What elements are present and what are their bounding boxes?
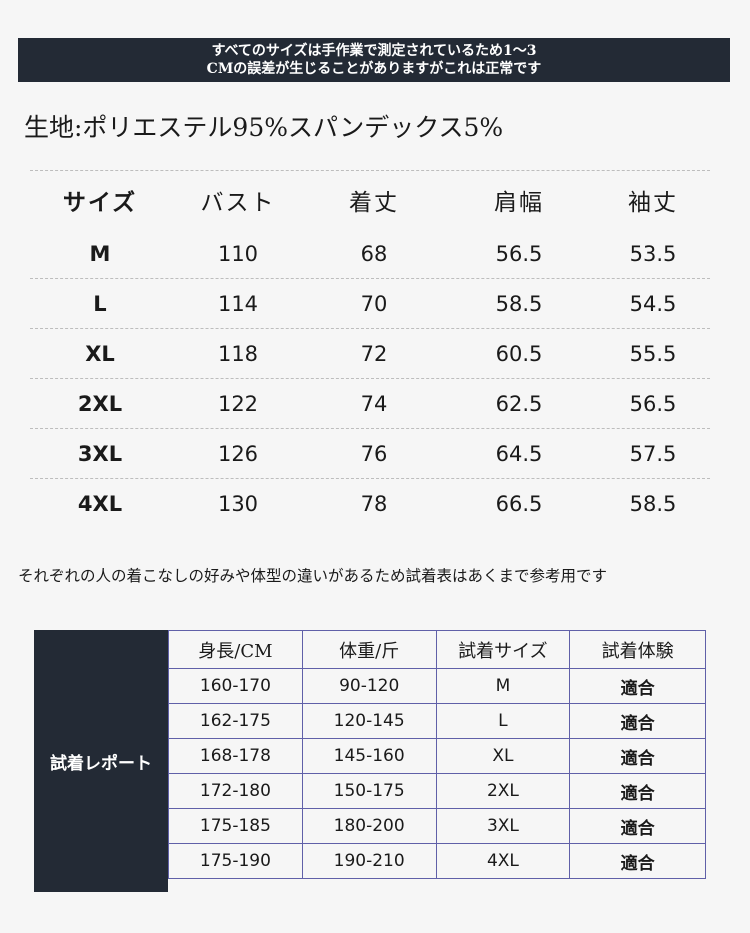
weight-cell: 120-145: [301, 703, 437, 739]
tried-size-cell: XL: [435, 738, 571, 774]
header-height: 身長/CM: [168, 630, 303, 669]
height-cell: 168-178: [168, 738, 303, 774]
size-cell: M: [89, 241, 111, 266]
length-cell: 74: [360, 391, 388, 416]
height-cell: 162-175: [168, 703, 303, 739]
length-cell: 72: [360, 341, 388, 366]
length-cell: 76: [360, 441, 388, 466]
weight-cell: 190-210: [301, 843, 437, 879]
size-chart: サイズ バスト 着丈 肩幅 袖丈 M 110 68 56.5 53.5 L 11…: [30, 170, 710, 528]
tried-size-cell: 3XL: [435, 808, 571, 844]
disclaimer-line-1: すべてのサイズは手作業で測定されているため1〜3: [211, 43, 537, 59]
fitting-report-table: 身長/CM 体重/斤 試着サイズ 試着体験 160-170 90-120 M 適…: [168, 630, 706, 879]
table-row: L 114 70 58.5 54.5: [30, 279, 710, 328]
fitting-report: 試着レポート 身長/CM 体重/斤 試着サイズ 試着体験 160-170 90-…: [34, 630, 706, 892]
header-length: 着丈: [349, 190, 399, 216]
shoulder-cell: 60.5: [495, 341, 543, 366]
height-cell: 172-180: [168, 773, 303, 809]
disclaimer-banner: すべてのサイズは手作業で測定されているため1〜3 CMの誤差が生じることがありま…: [18, 38, 730, 82]
fitting-report-header: 身長/CM 体重/斤 試着サイズ 試着体験: [168, 630, 706, 669]
height-cell: 175-185: [168, 808, 303, 844]
length-cell: 68: [360, 241, 388, 266]
bust-cell: 126: [217, 441, 259, 466]
header-fit-experience: 試着体験: [569, 630, 706, 669]
shoulder-cell: 56.5: [495, 241, 543, 266]
shoulder-cell: 62.5: [495, 391, 543, 416]
table-row: 3XL 126 76 64.5 57.5: [30, 429, 710, 478]
fit-cell: 適合: [569, 808, 706, 844]
material-composition: 生地:ポリエステル95%スパンデックス5%: [24, 113, 504, 142]
size-cell: 3XL: [77, 441, 123, 466]
reference-note: それぞれの人の着こなしの好みや体型の違いがあるため試着表はあくまで参考用です: [18, 567, 608, 585]
bust-cell: 118: [217, 341, 259, 366]
divider: [30, 378, 710, 379]
header-weight: 体重/斤: [301, 630, 437, 669]
bust-cell: 114: [217, 291, 259, 316]
divider: [30, 170, 710, 171]
table-row: 160-170 90-120 M 適合: [168, 668, 706, 704]
divider: [30, 478, 710, 479]
divider: [30, 428, 710, 429]
disclaimer-line-2: CMの誤差が生じることがありますがこれは正常です: [206, 61, 542, 77]
table-row: 175-190 190-210 4XL 適合: [168, 843, 706, 879]
shoulder-cell: 64.5: [495, 441, 543, 466]
table-row: M 110 68 56.5 53.5: [30, 229, 710, 278]
fit-cell: 適合: [569, 668, 706, 704]
size-cell: L: [93, 291, 107, 316]
sleeve-cell: 57.5: [629, 441, 677, 466]
sleeve-cell: 56.5: [629, 391, 677, 416]
header-tried-size: 試着サイズ: [435, 630, 571, 669]
length-cell: 78: [360, 491, 388, 516]
table-row: XL 118 72 60.5 55.5: [30, 329, 710, 378]
tried-size-cell: M: [435, 668, 571, 704]
length-cell: 70: [360, 291, 388, 316]
tried-size-cell: 2XL: [435, 773, 571, 809]
header-shoulder: 肩幅: [494, 190, 544, 216]
height-cell: 160-170: [168, 668, 303, 704]
table-row: 172-180 150-175 2XL 適合: [168, 773, 706, 809]
table-row: 162-175 120-145 L 適合: [168, 703, 706, 739]
size-cell: 2XL: [77, 391, 123, 416]
size-chart-header: サイズ バスト 着丈 肩幅 袖丈: [30, 171, 710, 229]
weight-cell: 180-200: [301, 808, 437, 844]
sleeve-cell: 54.5: [629, 291, 677, 316]
table-row: 175-185 180-200 3XL 適合: [168, 808, 706, 844]
weight-cell: 150-175: [301, 773, 437, 809]
bust-cell: 110: [217, 241, 259, 266]
fit-cell: 適合: [569, 843, 706, 879]
size-cell: 4XL: [77, 491, 123, 516]
height-cell: 175-190: [168, 843, 303, 879]
divider: [30, 278, 710, 279]
size-cell: XL: [85, 341, 115, 366]
header-sleeve: 袖丈: [628, 190, 678, 216]
tried-size-cell: L: [435, 703, 571, 739]
table-row: 4XL 130 78 66.5 58.5: [30, 479, 710, 528]
fit-cell: 適合: [569, 738, 706, 774]
divider: [30, 328, 710, 329]
bust-cell: 122: [217, 391, 259, 416]
table-row: 168-178 145-160 XL 適合: [168, 738, 706, 774]
fit-cell: 適合: [569, 703, 706, 739]
weight-cell: 90-120: [301, 668, 437, 704]
header-size: サイズ: [62, 189, 138, 216]
header-bust: バスト: [200, 190, 276, 216]
tried-size-cell: 4XL: [435, 843, 571, 879]
fit-cell: 適合: [569, 773, 706, 809]
weight-cell: 145-160: [301, 738, 437, 774]
shoulder-cell: 58.5: [495, 291, 543, 316]
shoulder-cell: 66.5: [495, 491, 543, 516]
bust-cell: 130: [217, 491, 259, 516]
sleeve-cell: 53.5: [629, 241, 677, 266]
table-row: 2XL 122 74 62.5 56.5: [30, 379, 710, 428]
sleeve-cell: 55.5: [629, 341, 677, 366]
sleeve-cell: 58.5: [629, 491, 677, 516]
fitting-report-label: 試着レポート: [34, 630, 168, 892]
